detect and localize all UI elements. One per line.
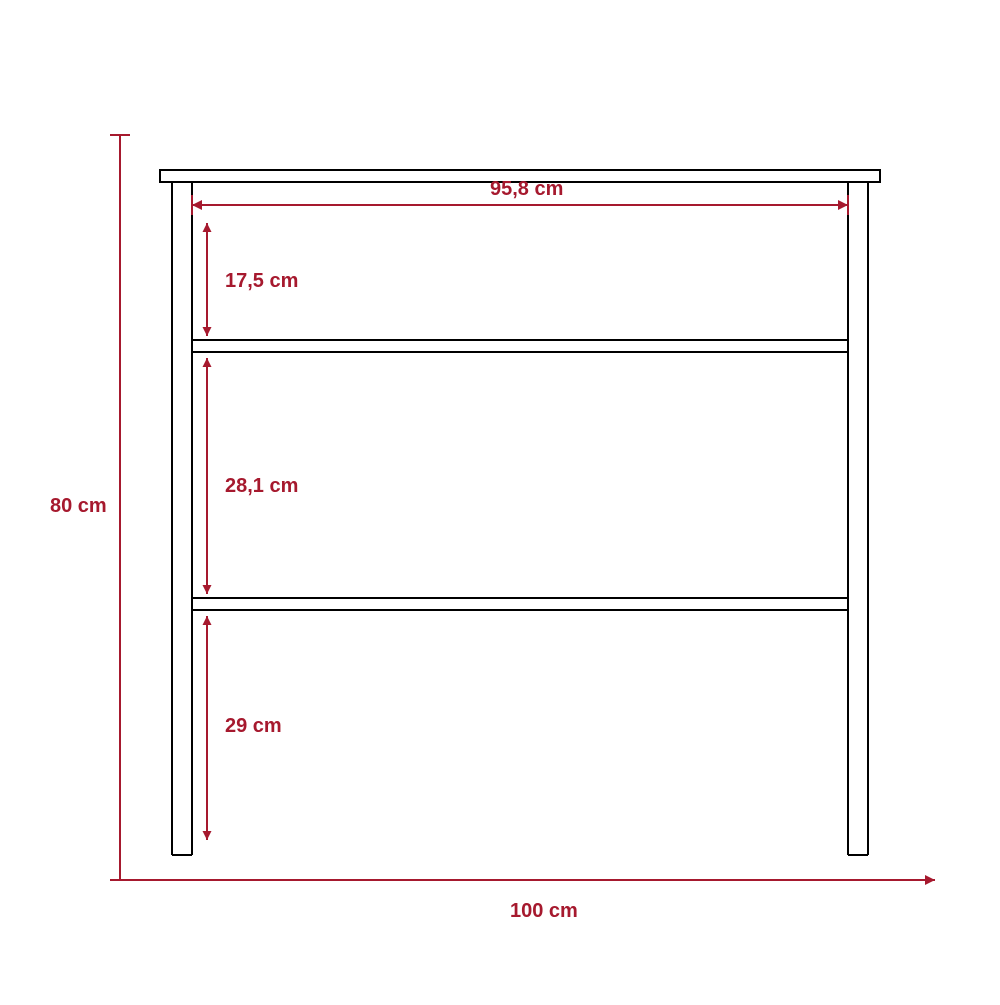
section-3-label: 29 cm (225, 715, 282, 738)
section-2-label: 28,1 cm (225, 475, 298, 498)
width-label: 100 cm (510, 900, 578, 923)
diagram-svg (0, 0, 1000, 1000)
dimension-diagram: 80 cm 100 cm 95,8 cm 17,5 cm 28,1 cm 29 … (0, 0, 1000, 1000)
height-label: 80 cm (50, 495, 107, 518)
inner-width-label: 95,8 cm (490, 178, 563, 201)
section-1-label: 17,5 cm (225, 270, 298, 293)
